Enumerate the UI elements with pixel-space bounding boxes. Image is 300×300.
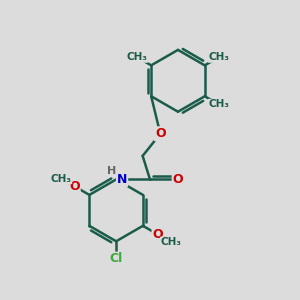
Text: CH₃: CH₃ [208,52,229,62]
Text: H: H [107,166,116,176]
Text: O: O [155,127,166,140]
Text: Cl: Cl [110,252,123,266]
Text: O: O [152,228,163,241]
Text: CH₃: CH₃ [160,237,182,247]
Text: CH₃: CH₃ [51,174,72,184]
Text: N: N [117,173,127,186]
Text: O: O [173,173,183,186]
Text: O: O [69,180,80,193]
Text: CH₃: CH₃ [208,99,229,110]
Text: CH₃: CH₃ [127,52,148,62]
